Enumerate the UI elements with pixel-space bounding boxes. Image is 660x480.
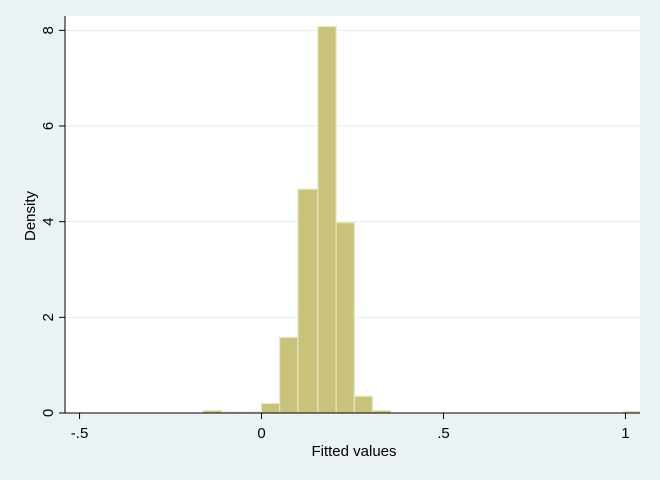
y-tick-label: 4 — [40, 218, 57, 226]
y-tick-label: 0 — [40, 409, 57, 417]
x-tick-label: 0 — [257, 425, 265, 442]
y-tick-label: 8 — [40, 26, 57, 34]
x-ticks: -.5 0 .5 1 — [71, 413, 630, 442]
x-axis-title: Fitted values — [311, 443, 396, 460]
x-tick-label: -.5 — [71, 425, 89, 442]
x-tick-label: .5 — [437, 425, 450, 442]
x-tick-label: 1 — [621, 425, 629, 442]
histogram-bar — [260, 402, 281, 414]
axes — [64, 16, 640, 414]
histogram-bar — [317, 25, 337, 414]
histogram-bar — [279, 336, 299, 414]
y-tick-label: 6 — [40, 122, 57, 130]
bars — [202, 25, 641, 414]
y-axis-title: Density — [22, 190, 39, 241]
histogram-bar — [335, 222, 355, 414]
y-tick-label: 2 — [40, 313, 57, 321]
gridlines — [65, 29, 640, 318]
y-ticks: 0 2 4 6 8 — [40, 26, 65, 417]
histogram-bar — [297, 188, 319, 414]
histogram-bar — [353, 395, 374, 414]
